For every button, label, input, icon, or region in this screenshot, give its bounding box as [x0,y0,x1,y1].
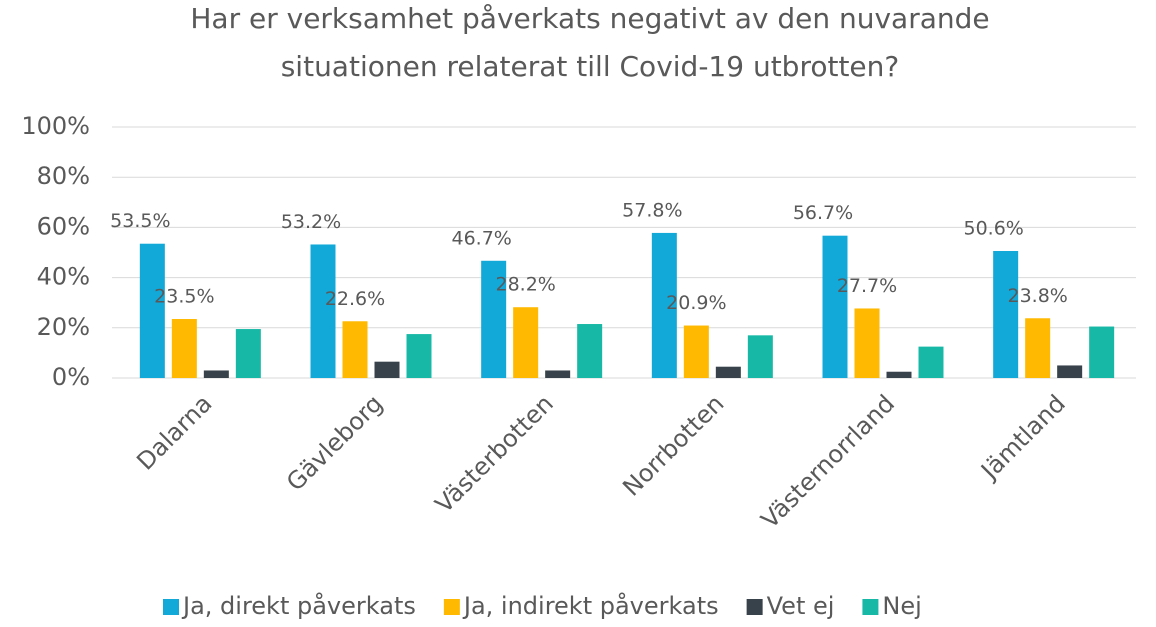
bar [481,260,507,378]
legend-swatch [746,599,763,615]
x-tick-label: Västerbotten [430,389,559,518]
data-label: 27.7% [837,275,897,297]
chart-title: Har er verksamhet påverkats negativt av … [190,2,989,35]
bar [342,321,368,378]
y-tick-label: 100% [21,112,90,140]
x-tick-label: Norrbotten [617,389,729,501]
data-label: 56.7% [793,202,853,224]
bar [1057,365,1083,378]
bar [1089,326,1115,378]
bar [577,324,603,378]
x-tick-label: Västernorrland [756,389,901,534]
y-tick-label: 0% [52,363,90,391]
data-label: 53.2% [281,211,341,233]
bar [171,319,197,378]
data-label: 53.5% [110,210,170,232]
bar [513,307,539,378]
bar [406,334,432,378]
data-label: 28.2% [495,274,555,296]
bar [822,235,848,378]
data-label: 22.6% [325,288,385,310]
y-tick-label: 60% [37,212,90,240]
bar [139,243,165,378]
bar [747,335,773,378]
bar [918,346,944,378]
y-tick-label: 80% [37,162,90,190]
bar [310,244,336,378]
legend-label: Ja, direkt påverkats [181,591,416,620]
legend-swatch [862,599,879,615]
legend-label: Nej [882,592,921,620]
bar [203,370,229,378]
bar [235,329,261,378]
legend-label: Ja, indirekt påverkats [462,591,719,620]
data-label: 23.5% [154,286,214,308]
legend-label: Vet ej [767,592,835,620]
x-tick-label: Gävleborg [281,389,388,496]
y-tick-label: 20% [37,313,90,341]
bar [1025,318,1051,378]
data-label: 20.9% [666,292,726,314]
bar [886,371,912,378]
x-tick-label: Jämtland [974,389,1070,485]
data-label: 50.6% [963,217,1023,239]
bar [545,370,571,378]
legend-swatch [443,599,460,615]
bar [715,366,741,378]
bar [374,361,400,378]
bar [993,250,1019,378]
data-label: 23.8% [1007,285,1067,307]
chart-title: situationen relaterat till Covid-19 utbr… [281,50,900,83]
legend-swatch [163,599,179,615]
data-label: 46.7% [451,227,511,249]
bar [683,325,709,378]
y-tick-label: 40% [37,263,90,291]
bar [651,232,677,378]
x-tick-label: Dalarna [131,389,217,475]
bar [854,308,880,378]
data-label: 57.8% [622,199,682,221]
